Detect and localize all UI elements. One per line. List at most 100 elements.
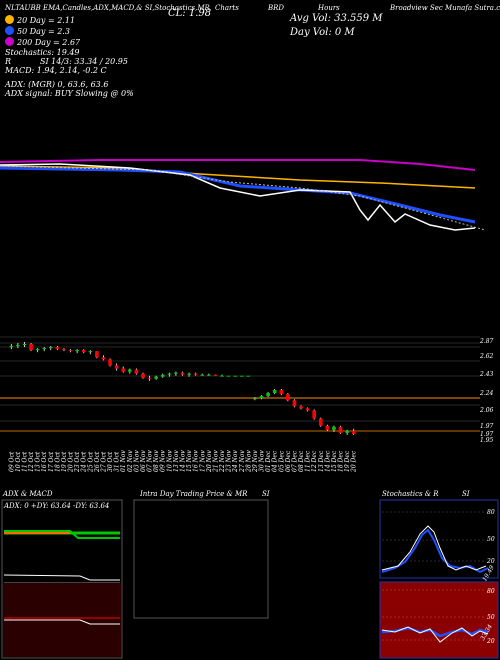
adx-values: ADX: 0 +DY: 63.64 -DY: 63.64 (4, 502, 110, 510)
candle-body (134, 369, 139, 374)
chart-title: NLTAUBB EMA,Candles,ADX,MACD,& SI,Stocha… (5, 4, 210, 12)
candle-body (279, 390, 284, 395)
candle-body (312, 410, 317, 419)
candle-body (29, 344, 33, 351)
candle-body (292, 400, 297, 407)
candle-body (167, 373, 172, 375)
macd-value-line (4, 619, 120, 625)
date-tick: 06 Dec (285, 450, 292, 472)
candle-body (174, 372, 178, 374)
date-tick: 07 Dec (291, 450, 298, 472)
candle-body (318, 418, 323, 426)
date-tick: 20 Oct (68, 451, 75, 473)
avg-line (0, 165, 486, 231)
candle-body (147, 377, 152, 379)
candle-body (9, 346, 14, 348)
date-tick: 24 Oct (81, 451, 88, 473)
date-tick: 28 Nov (245, 450, 252, 473)
date-tick: 11 Dec (305, 450, 312, 472)
si-legend: SI 14/3: 33.34 / 20.95 (40, 57, 128, 66)
date-tick: 16 Nov (193, 450, 200, 472)
date-tick: 15 Dec (331, 450, 338, 472)
price-tick: 2.06 (479, 407, 494, 414)
ema20-swatch (5, 15, 14, 24)
avg-volume: Avg Vol: 33.559 M (290, 13, 383, 24)
candle-body (180, 372, 185, 375)
date-tick: 04 Dec (272, 450, 279, 472)
ema50-swatch (5, 26, 14, 35)
plus-dy-line (4, 530, 120, 539)
date-tick: 15 Nov (186, 450, 193, 472)
candle-body (141, 373, 145, 378)
date-tick: 27 Nov (239, 450, 246, 473)
si-tick-80: 80 (487, 588, 495, 595)
date-tick: 07 Nov (147, 450, 154, 472)
candle-body (81, 350, 86, 353)
candle-body (16, 345, 20, 347)
date-tick: 17 Oct (48, 451, 55, 472)
date-tick: 12 Dec (311, 450, 318, 472)
candles (9, 341, 356, 435)
price-tick: 2.43 (479, 371, 494, 378)
candle-body (207, 374, 211, 376)
date-tick: 29 Nov (252, 450, 259, 473)
candle-body (35, 349, 40, 351)
date-tick: 25 Oct (87, 451, 94, 473)
date-tick: 03 Nov (133, 450, 140, 472)
ema-lines (0, 159, 486, 231)
day-volume: Day Vol: 0 M (290, 27, 355, 38)
date-tick: 16 Oct (41, 451, 48, 472)
ema20-legend: 20 Day = 2.11 (5, 15, 75, 25)
date-tick: 13 Dec (318, 450, 325, 472)
candle-body (272, 390, 277, 394)
candle-body (226, 375, 231, 377)
adx-panel-title: ADX & MACD (3, 490, 53, 498)
price-tick: 1.97 (480, 423, 494, 430)
date-axis: 09 Oct 10 Oct 11 Oct 12 Oct 13 Oct 16 Oct 17 O… (8, 450, 357, 473)
candle-body (121, 368, 126, 372)
price-tick: 2.24 (479, 390, 494, 397)
price-tick: 2.62 (479, 353, 494, 360)
ema50-legend: 50 Day = 2.3 (5, 26, 70, 36)
date-tick: 01 Nov (120, 450, 127, 472)
stoch-d-line (381, 528, 489, 574)
date-tick: 17 Nov (199, 450, 206, 472)
date-tick: 08 Dec (298, 450, 305, 472)
candle-body (220, 375, 224, 377)
ema20-line (0, 165, 476, 189)
date-tick: 20 Nov (206, 450, 213, 473)
candle-body (42, 348, 47, 350)
candle-body (239, 375, 244, 377)
panel-lines (3, 511, 489, 657)
candle-body (345, 430, 349, 433)
date-tick: 01 Dec (265, 450, 272, 472)
close-price: CL: 1.98 (168, 8, 212, 19)
price-grid (0, 336, 480, 432)
si-tick-20: 20 (487, 638, 495, 645)
si-panel (379, 581, 499, 659)
stoch-panel-title: Stochastics & R (382, 490, 439, 498)
date-tick: 05 Dec (278, 450, 285, 472)
intraday-si: SI (262, 490, 270, 498)
price-tick: 1.95 (480, 437, 494, 444)
candle-body (305, 408, 310, 411)
date-tick: 23 Oct (74, 451, 81, 473)
company-text: Broadview Sec Munafa Sutra.com (390, 4, 500, 12)
candle-body (55, 347, 60, 350)
date-tick: 20 Dec (351, 450, 358, 473)
stoch-k-line (381, 525, 487, 571)
date-tick: 19 Dec (344, 450, 351, 472)
price-axis: 2.872.622.432.242.061.971.971.95 (479, 338, 494, 444)
date-tick: 22 Nov (219, 450, 226, 473)
candle-body (187, 373, 191, 375)
date-tick: 26 Oct (94, 451, 101, 473)
r-label: R (5, 57, 12, 66)
candle-body (154, 376, 158, 379)
candle-body (299, 406, 303, 409)
candle-body (332, 426, 336, 430)
date-tick: 23 Nov (226, 450, 233, 473)
candle-body (95, 351, 99, 358)
ema200-line (0, 159, 476, 171)
candle-body (75, 350, 79, 352)
